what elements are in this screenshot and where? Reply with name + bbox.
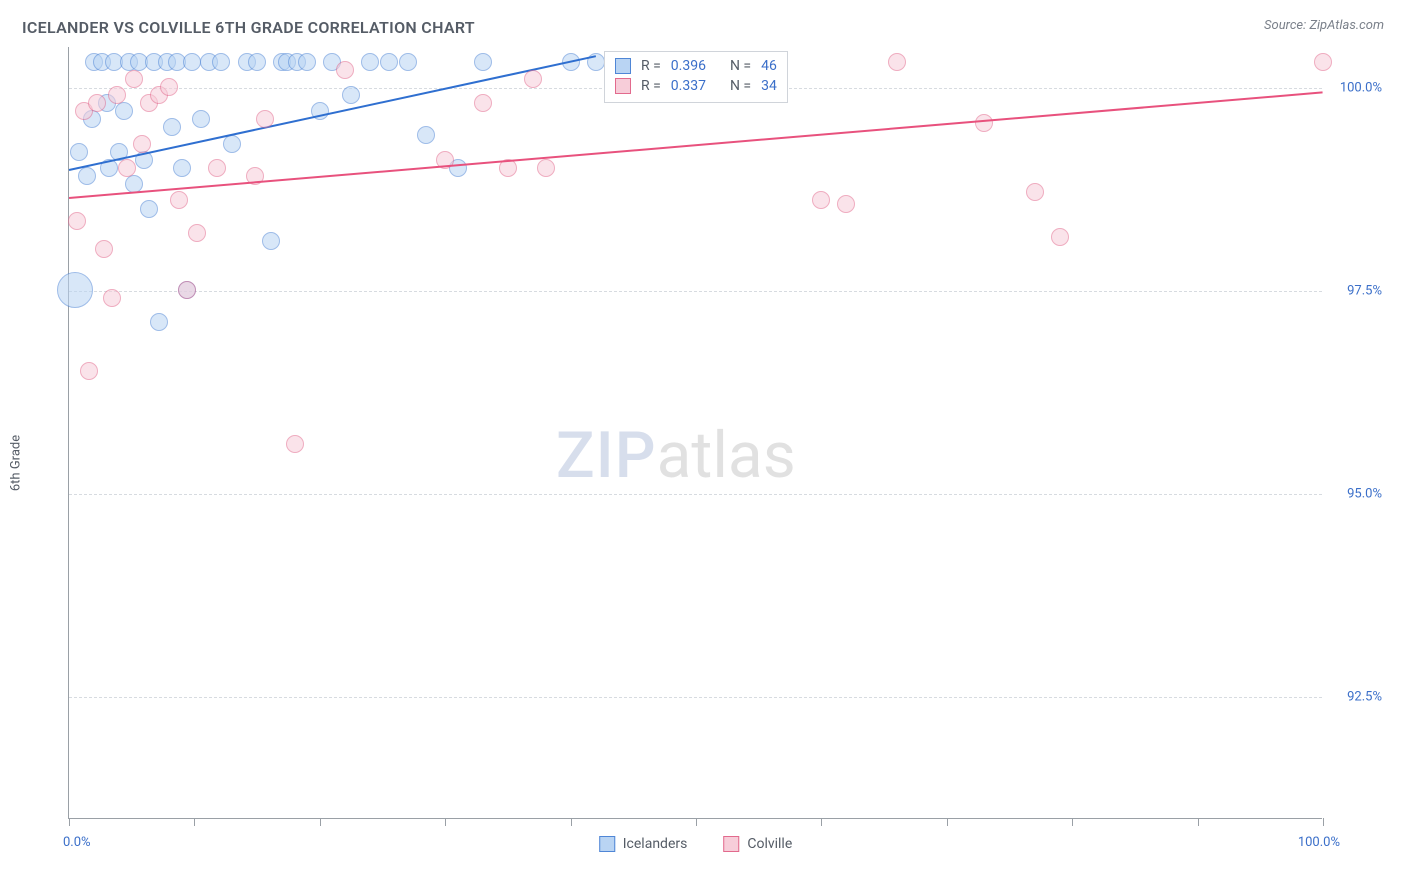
- scatter-point-icelanders: [70, 143, 88, 161]
- scatter-point-colville: [1051, 228, 1069, 246]
- x-tick: [320, 818, 321, 826]
- y-tick-label: 95.0%: [1347, 486, 1382, 501]
- scatter-point-icelanders: [298, 53, 316, 71]
- scatter-point-colville: [95, 240, 113, 258]
- scatter-point-icelanders: [150, 313, 168, 331]
- scatter-point-colville: [80, 362, 98, 380]
- scatter-point-colville: [133, 135, 151, 153]
- scatter-point-colville: [125, 70, 143, 88]
- chart-title: ICELANDER VS COLVILLE 6TH GRADE CORRELAT…: [22, 18, 475, 37]
- scatter-point-icelanders: [361, 53, 379, 71]
- stats-r-key: R =: [641, 78, 661, 94]
- x-max-label: 100.0%: [1298, 835, 1340, 850]
- scatter-point-colville: [837, 195, 855, 213]
- scatter-point-colville: [537, 159, 555, 177]
- swatch-colville: [615, 78, 631, 94]
- scatter-point-colville: [108, 86, 126, 104]
- scatter-point-icelanders: [115, 102, 133, 120]
- scatter-point-colville: [68, 212, 86, 230]
- scatter-point-colville: [103, 289, 121, 307]
- watermark-zip: ZIP: [556, 418, 657, 493]
- scatter-point-colville: [812, 191, 830, 209]
- x-tick: [445, 818, 446, 826]
- legend-item-colville: Colville: [723, 836, 792, 852]
- stats-row-colville: R = 0.337 N = 34: [615, 76, 777, 96]
- y-tick-label: 100.0%: [1340, 80, 1382, 95]
- x-tick: [1323, 818, 1324, 826]
- scatter-point-colville: [178, 281, 196, 299]
- plot-area: ZIPatlas 100.0%97.5%95.0%92.5%0.0%100.0%…: [68, 47, 1322, 819]
- scatter-point-icelanders: [417, 126, 435, 144]
- scatter-point-colville: [286, 435, 304, 453]
- scatter-point-icelanders: [399, 53, 417, 71]
- scatter-point-colville: [524, 70, 542, 88]
- scatter-point-colville: [1026, 183, 1044, 201]
- scatter-point-icelanders: [474, 53, 492, 71]
- x-tick: [1198, 818, 1199, 826]
- y-axis-label: 6th Grade: [9, 435, 24, 491]
- scatter-point-colville: [170, 191, 188, 209]
- legend-label-icelanders: Icelanders: [623, 836, 688, 852]
- scatter-point-icelanders: [173, 159, 191, 177]
- stats-row-icelanders: R = 0.396 N = 46: [615, 56, 777, 76]
- legend-label-colville: Colville: [747, 836, 792, 852]
- source-attribution: Source: ZipAtlas.com: [1264, 18, 1384, 33]
- scatter-point-icelanders: [57, 272, 93, 308]
- x-tick: [696, 818, 697, 826]
- scatter-point-icelanders: [342, 86, 360, 104]
- x-tick: [571, 818, 572, 826]
- y-tick-label: 97.5%: [1347, 283, 1382, 298]
- scatter-point-icelanders: [248, 53, 266, 71]
- legend-swatch-colville: [723, 836, 739, 852]
- watermark: ZIPatlas: [556, 418, 796, 493]
- stats-r-key: R =: [641, 58, 661, 74]
- scatter-point-icelanders: [78, 167, 96, 185]
- scatter-point-colville: [474, 94, 492, 112]
- stats-n-val: 34: [761, 78, 777, 94]
- watermark-atlas: atlas: [657, 418, 796, 493]
- scatter-point-icelanders: [223, 135, 241, 153]
- scatter-point-colville: [1314, 53, 1332, 71]
- x-tick: [194, 818, 195, 826]
- scatter-point-colville: [975, 114, 993, 132]
- scatter-point-colville: [256, 110, 274, 128]
- swatch-icelanders: [615, 58, 631, 74]
- legend-item-icelanders: Icelanders: [599, 836, 688, 852]
- scatter-point-colville: [188, 224, 206, 242]
- x-tick: [821, 818, 822, 826]
- stats-n-val: 46: [761, 58, 777, 74]
- x-tick: [69, 818, 70, 826]
- y-tick-label: 92.5%: [1347, 690, 1382, 705]
- scatter-point-icelanders: [262, 232, 280, 250]
- legend-swatch-icelanders: [599, 836, 615, 852]
- stats-r-val: 0.337: [671, 78, 706, 94]
- scatter-point-colville: [88, 94, 106, 112]
- scatter-point-colville: [160, 78, 178, 96]
- x-tick: [1072, 818, 1073, 826]
- scatter-point-icelanders: [192, 110, 210, 128]
- scatter-point-icelanders: [380, 53, 398, 71]
- scatter-point-colville: [336, 61, 354, 79]
- stats-n-key: N =: [730, 58, 751, 74]
- stats-r-val: 0.396: [671, 58, 706, 74]
- trend-line-icelanders: [69, 55, 596, 171]
- source-name: ZipAtlas.com: [1309, 18, 1384, 33]
- scatter-point-icelanders: [183, 53, 201, 71]
- gridline-h: [69, 291, 1322, 292]
- x-min-label: 0.0%: [63, 835, 91, 850]
- scatter-point-colville: [888, 53, 906, 71]
- stats-box: R = 0.396 N = 46 R = 0.337 N = 34: [604, 51, 788, 103]
- scatter-point-icelanders: [140, 200, 158, 218]
- x-tick: [947, 818, 948, 826]
- source-prefix: Source:: [1264, 18, 1309, 33]
- scatter-point-colville: [118, 159, 136, 177]
- scatter-point-colville: [208, 159, 226, 177]
- scatter-point-icelanders: [163, 118, 181, 136]
- gridline-h: [69, 697, 1322, 698]
- stats-n-key: N =: [730, 78, 751, 94]
- gridline-h: [69, 494, 1322, 495]
- legend: Icelanders Colville: [599, 836, 793, 852]
- scatter-point-icelanders: [212, 53, 230, 71]
- chart-container: 6th Grade ZIPatlas 100.0%97.5%95.0%92.5%…: [22, 47, 1384, 879]
